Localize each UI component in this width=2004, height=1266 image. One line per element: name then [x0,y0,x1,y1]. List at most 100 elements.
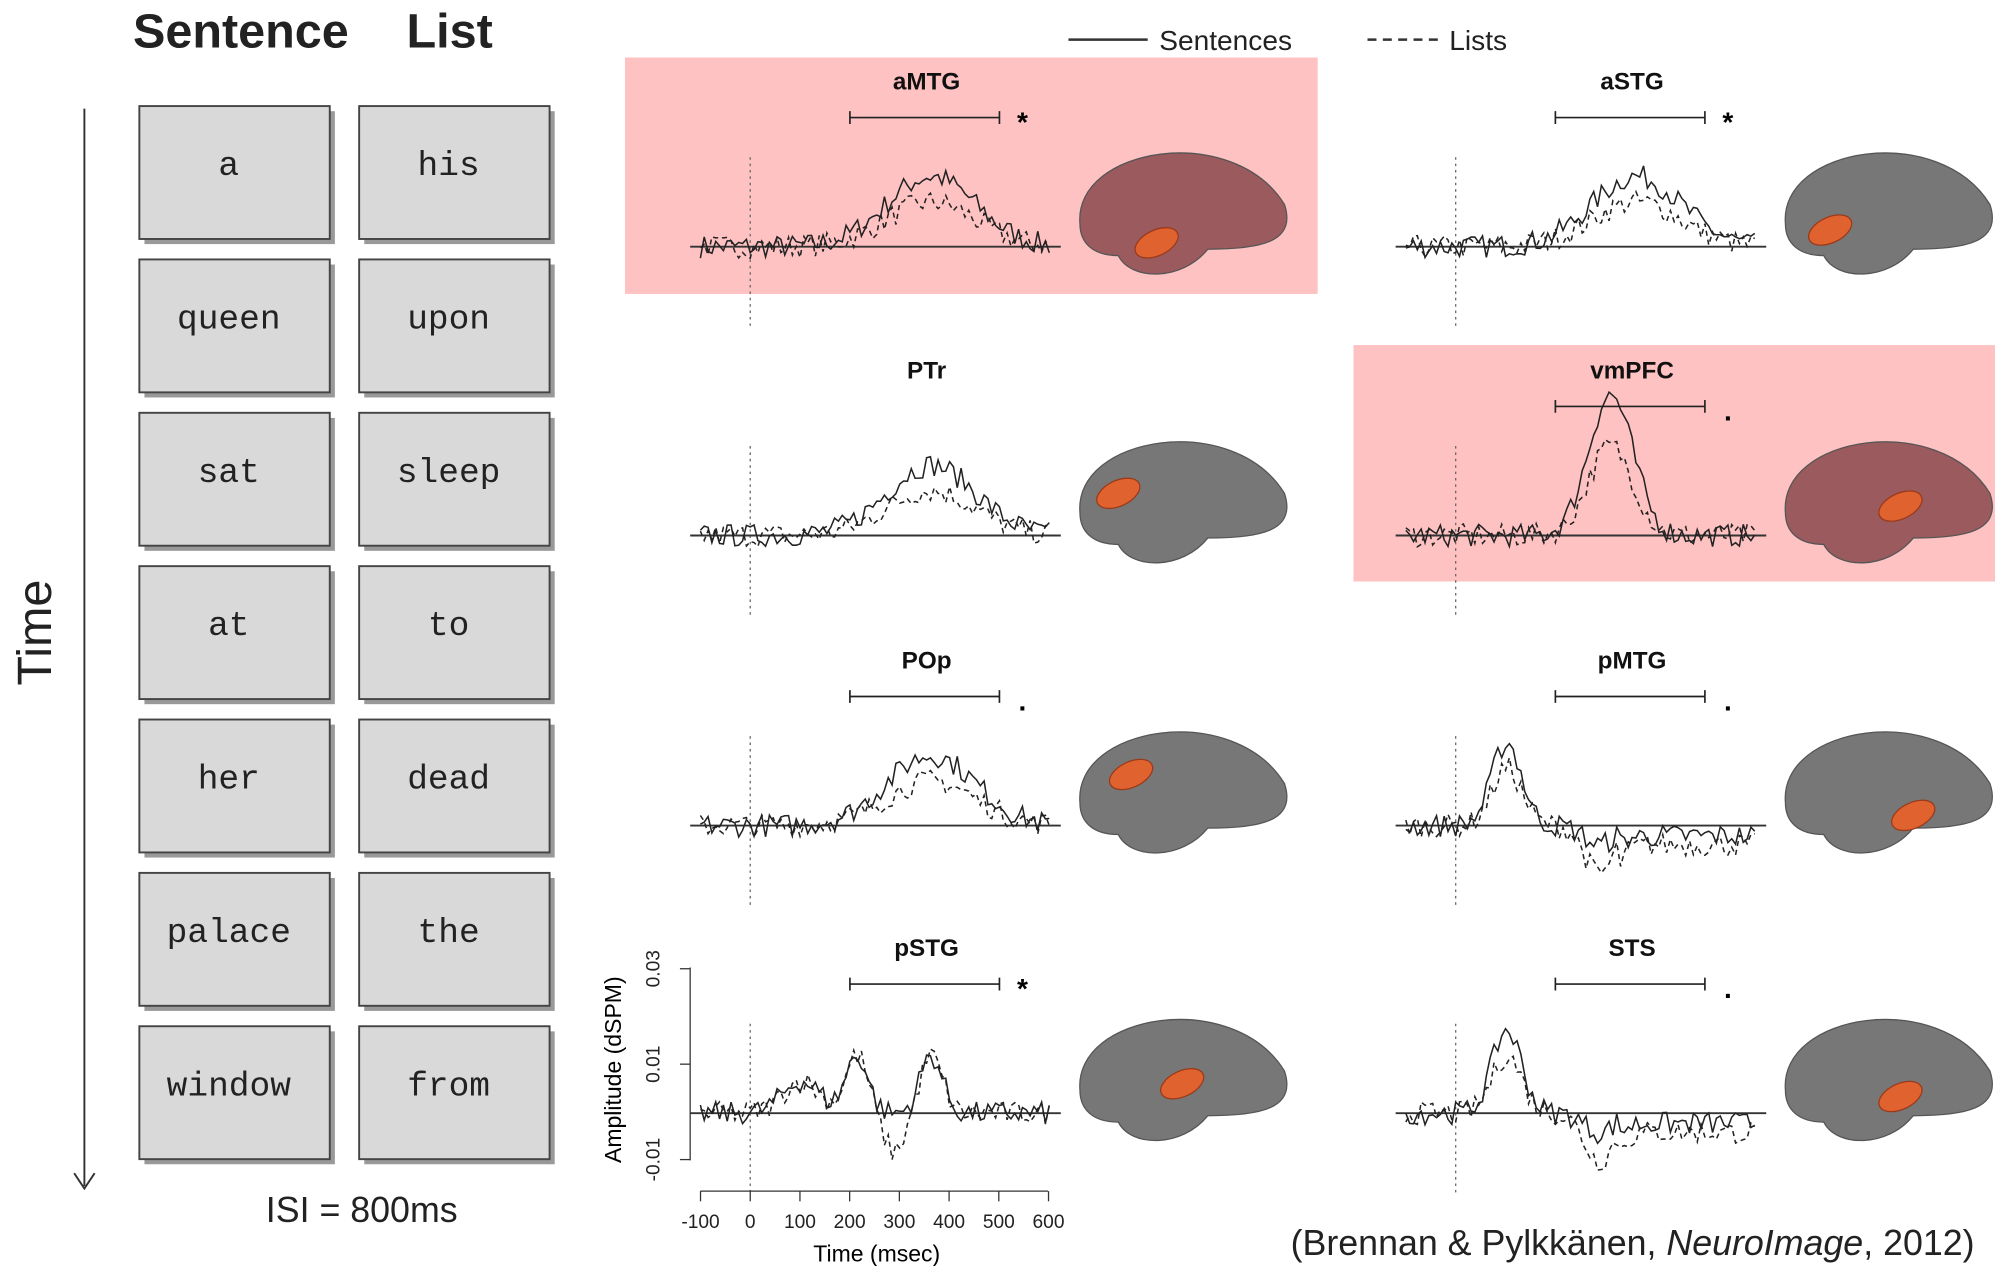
trace-solid [1405,165,1756,260]
trace-dashed [1405,438,1756,548]
brain-region [1878,490,1923,522]
sig-bar [849,111,1001,124]
trace-dashed [699,191,1050,261]
word: upon [407,300,490,339]
x-tick-label: 300 [883,1212,915,1233]
word-box [358,718,551,854]
sig-bar [1554,690,1706,703]
y-tick-label: 0.03 [643,950,664,987]
isi: ISI = 800ms [266,1190,458,1230]
word: sat [198,454,260,493]
trace-dashed [700,1047,1051,1160]
trace-solid [699,1054,1051,1126]
arrow-head [73,1172,96,1191]
x-tick-label: 500 [983,1212,1015,1233]
citation-post: , 2012) [1863,1223,1974,1263]
panel-title: STS [1608,935,1655,962]
brain [1079,731,1288,854]
x-tick-label: 200 [834,1212,866,1233]
brain [1784,731,1993,854]
sig-marker: . [1724,973,1732,1004]
y-axis-label: Amplitude (dSPM) [600,976,626,1163]
word-box [138,258,331,394]
sig-bar [1554,400,1706,413]
panel-title: pSTG [894,935,959,962]
panel-title: aSTG [1600,68,1663,95]
trace-solid [699,168,1051,260]
word-box [358,871,551,1007]
word-box [138,718,331,854]
word-box [138,1025,331,1161]
brain [1079,441,1288,564]
header-sentence: Sentence [133,4,349,58]
sig-bar [849,690,1001,703]
word-box [358,1025,551,1161]
sig-marker: . [1724,686,1732,717]
word: dead [407,761,490,800]
sig-bar [849,977,1001,991]
y-tick-label: -0.01 [643,1138,664,1182]
word: his [418,147,480,186]
y-tick-label: 0.01 [643,1046,664,1083]
citation-journal: NeuroImage [1666,1223,1863,1263]
panel-title: POp [902,647,952,674]
panel-title: vmPFC [1590,357,1674,384]
x-tick-label: -100 [681,1212,719,1233]
trace-dashed [699,769,1051,840]
sig-marker: . [1019,686,1027,717]
legend-solid: Sentences [1159,25,1292,56]
word: her [198,761,260,800]
sig-bar [1554,111,1706,124]
brain [1784,152,1993,275]
x-tick-label: 600 [1033,1212,1065,1233]
word-box [138,105,331,240]
brain-region [1134,227,1179,259]
sig-marker: . [1724,395,1732,426]
trace-solid [700,753,1050,839]
word-box [138,565,331,701]
trace-dashed [699,486,1050,548]
x-tick-label: 400 [933,1212,965,1233]
word: the [418,914,480,953]
trace-dashed [1405,189,1756,258]
panel-title: pMTG [1598,647,1667,674]
word-box [138,411,331,547]
sig-bar [1554,977,1706,991]
citation-pre: (Brennan & Pylkkänen, [1291,1223,1667,1263]
sig-marker: * [1017,973,1028,1004]
x-axis-label: Time (msec) [813,1240,940,1266]
word: sleep [397,454,501,493]
trace-solid [1405,1027,1756,1145]
word-box [358,411,551,547]
brain [1079,152,1288,275]
trace-solid [1405,742,1756,854]
word: to [428,607,469,646]
word-box [358,258,551,394]
brain [1784,1018,1993,1142]
header-list: List [406,4,492,58]
time-label: Time [8,580,62,686]
word: window [167,1067,292,1106]
sig-marker: * [1722,107,1733,138]
word-box [358,565,551,701]
trace-solid [699,455,1050,548]
trace-solid [1405,390,1756,550]
word: from [407,1067,490,1106]
brain-region [1108,758,1154,791]
panel-title: PTr [907,357,947,384]
brain-region [1891,799,1936,832]
sig-marker: * [1017,107,1028,138]
word-box [138,871,331,1007]
citation: (Brennan & Pylkkänen, NeuroImage, 2012) [1291,1223,1975,1263]
legend-dashed: Lists [1449,25,1507,56]
word: at [208,607,249,646]
brain-region [1096,477,1141,510]
trace-dashed [1405,757,1755,875]
brain-region [1160,1067,1205,1100]
word-box [358,105,551,240]
brain-region [1878,1080,1923,1113]
x-tick-label: 100 [784,1212,816,1233]
x-tick-label: 0 [745,1212,756,1233]
word: palace [167,914,291,953]
